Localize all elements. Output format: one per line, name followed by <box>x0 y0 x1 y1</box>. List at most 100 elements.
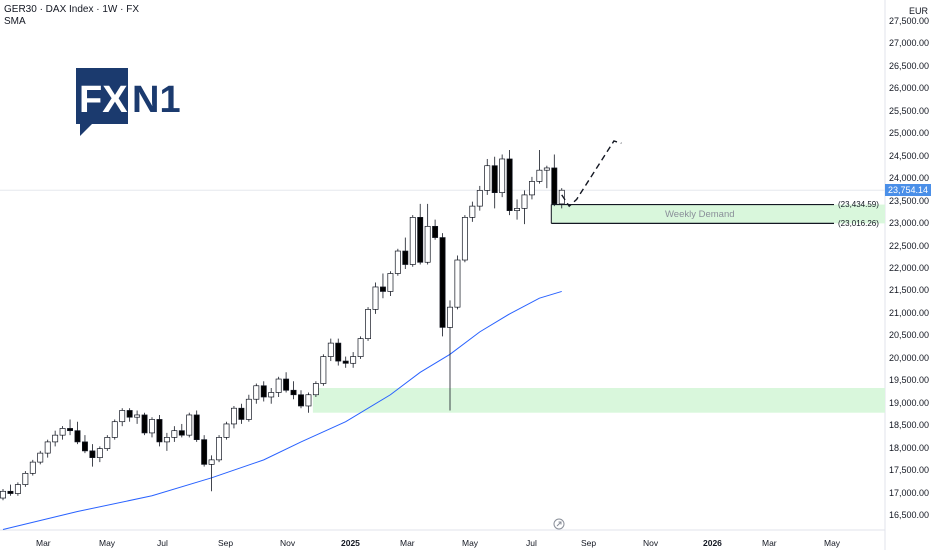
price-tick-label: 23,000.00 <box>889 218 930 229</box>
price-tick-label: 27,500.00 <box>889 16 930 26</box>
candle-body <box>74 430 81 443</box>
candle-body <box>432 225 439 238</box>
candle-body <box>484 165 491 191</box>
candle-body <box>350 356 357 364</box>
candle-body <box>514 208 521 211</box>
price-tick-label: 18,500.00 <box>889 420 930 431</box>
candle-body <box>163 437 170 443</box>
candle-body <box>253 385 260 400</box>
candle-body <box>402 250 409 265</box>
candle-body <box>119 410 126 423</box>
candle-body <box>454 259 461 308</box>
candle-body <box>149 419 155 434</box>
price-tick-label: 20,000.00 <box>889 352 930 363</box>
candle-body <box>380 286 386 292</box>
price-tick-label: 20,500.00 <box>889 330 930 341</box>
candle-body <box>506 158 513 211</box>
candle-body <box>260 385 267 398</box>
time-tick-label: May <box>99 538 116 548</box>
time-tick-label: 2026 <box>703 538 722 548</box>
time-tick-label: Sep <box>581 538 597 548</box>
weekly-demand-zone <box>551 204 885 224</box>
candle-body <box>476 190 483 207</box>
price-tick-label: 26,500.00 <box>889 60 930 71</box>
candle-body <box>394 250 401 274</box>
price-tick-label: 27,000.00 <box>889 38 930 49</box>
candle-body <box>298 394 304 407</box>
demand-zone <box>312 388 885 413</box>
candle-body <box>521 194 528 209</box>
time-tick-label: Sep <box>218 538 234 548</box>
time-tick-label: 2025 <box>341 538 360 548</box>
expand-icon[interactable] <box>553 518 565 530</box>
candle-body <box>327 342 334 357</box>
candle-body <box>81 441 88 452</box>
candle-body <box>499 158 506 194</box>
candle-body <box>528 181 535 196</box>
candle-body <box>409 217 416 265</box>
candle-body <box>216 437 222 461</box>
zone-upper-label: (23,434.59) <box>838 200 879 209</box>
price-tick-label: 21,500.00 <box>889 285 930 296</box>
candle-body <box>238 407 245 420</box>
candle-body <box>469 205 476 218</box>
candle-body <box>335 342 342 362</box>
candle-body <box>67 428 73 432</box>
price-tick-label: 16,500.00 <box>889 510 930 520</box>
price-tick-label: 23,500.00 <box>889 195 930 206</box>
time-tick-label: Mar <box>762 538 777 548</box>
chart-title: GER30 · DAX Index · 1W · FX <box>4 4 140 15</box>
time-tick-label: May <box>462 538 479 548</box>
candle-body <box>59 428 66 436</box>
candle-body <box>342 360 349 364</box>
candle-body <box>186 414 193 436</box>
candle-body <box>417 217 424 263</box>
current-price-tag: 23,754.14 <box>885 184 931 196</box>
price-tick-label: 18,000.00 <box>889 442 930 453</box>
logo-text-n1: N1 <box>132 79 181 121</box>
candle-body <box>290 389 297 396</box>
sma-line <box>2 290 562 530</box>
candle-body <box>141 414 148 434</box>
weekly-demand-label: Weekly Demand <box>665 209 735 220</box>
candle-body <box>461 217 468 261</box>
candle-body <box>178 430 185 436</box>
candle-body <box>126 410 133 418</box>
fxn1-logo: FX N1 <box>76 68 181 136</box>
price-tick-label: 24,000.00 <box>889 173 930 184</box>
candle-body <box>111 421 118 438</box>
candle-body <box>305 394 312 407</box>
candle-body <box>7 490 14 494</box>
currency-label: EUR <box>908 6 928 16</box>
time-tick-label: Nov <box>280 538 296 548</box>
indicator-label[interactable]: SMA <box>4 16 26 27</box>
price-tick-label: 26,000.00 <box>889 83 930 94</box>
candle-body <box>551 167 558 205</box>
price-tick-label: 21,000.00 <box>889 307 930 318</box>
candle-body <box>387 273 394 292</box>
candle-body <box>96 448 103 458</box>
time-tick-label: Mar <box>36 538 51 548</box>
candle-body <box>14 484 21 494</box>
candle-body <box>231 407 237 425</box>
candle-body <box>193 414 200 441</box>
price-tick-label: 19,000.00 <box>889 397 930 408</box>
candle-body <box>543 167 550 171</box>
candle-body <box>245 398 252 420</box>
price-tick-label: 17,000.00 <box>889 487 930 498</box>
candle-body <box>491 165 498 194</box>
time-tick-label: Jul <box>526 538 537 548</box>
candle-body <box>558 189 565 205</box>
candle-body <box>372 286 379 310</box>
candle-body <box>156 419 163 443</box>
candle-body <box>44 441 51 454</box>
time-tick-label: Mar <box>400 538 415 548</box>
candle-body <box>223 423 230 438</box>
price-tick-label: 22,500.00 <box>889 240 930 251</box>
candle-body <box>208 459 215 465</box>
candle-body <box>22 472 29 485</box>
candle-body <box>447 306 453 328</box>
logo-text-fx: FX <box>79 79 128 121</box>
candle-body <box>171 430 178 438</box>
